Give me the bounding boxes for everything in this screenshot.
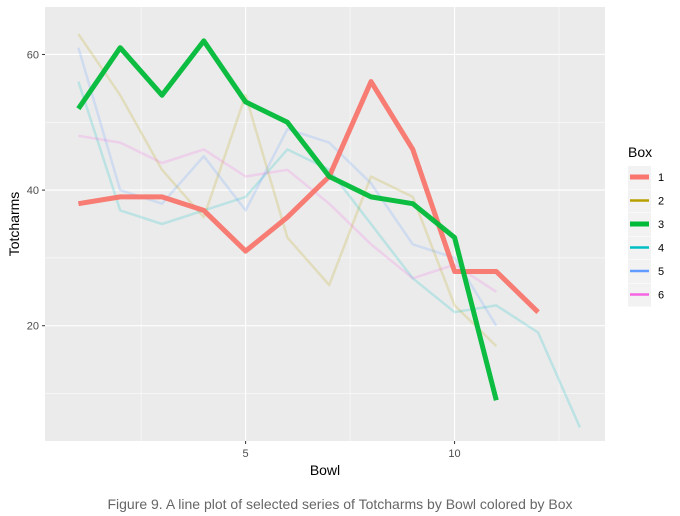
figure-caption: Figure 9. A line plot of selected series… <box>107 496 573 512</box>
series-line-box-3 <box>76 38 499 401</box>
y-tick-label: 40 <box>27 185 39 197</box>
x-axis: 5 10 <box>243 441 461 460</box>
y-tick-label: 20 <box>27 321 39 333</box>
major-gridlines <box>45 7 605 441</box>
x-axis-title: Bowl <box>310 462 340 478</box>
legend-title: Box <box>628 144 652 160</box>
x-tick-label: 10 <box>448 448 460 460</box>
x-tick-label: 5 <box>243 448 249 460</box>
legend-label-box-2: 2 <box>658 196 664 208</box>
line-chart: 5 10 20 40 60 Bowl Totcharms Box 1 2 3 4 5 6 <box>6 7 664 478</box>
legend-label-box-1: 1 <box>658 172 664 184</box>
y-axis-title: Totcharms <box>6 192 22 257</box>
legend-label-box-3: 3 <box>658 219 664 231</box>
plot-panel <box>45 7 605 441</box>
y-axis: 20 40 60 <box>27 49 45 333</box>
legend-label-box-4: 4 <box>658 243 664 255</box>
series-line-box-4 <box>77 81 582 428</box>
minor-gridlines <box>45 7 605 441</box>
series-lines <box>76 33 582 428</box>
series-line-box-2 <box>77 33 498 347</box>
legend-label-box-6: 6 <box>658 290 664 302</box>
y-tick-label: 60 <box>27 49 39 61</box>
legend-label-box-5: 5 <box>658 266 664 278</box>
legend: Box 1 2 3 4 5 6 <box>628 144 664 307</box>
series-line-box-6 <box>78 134 497 293</box>
